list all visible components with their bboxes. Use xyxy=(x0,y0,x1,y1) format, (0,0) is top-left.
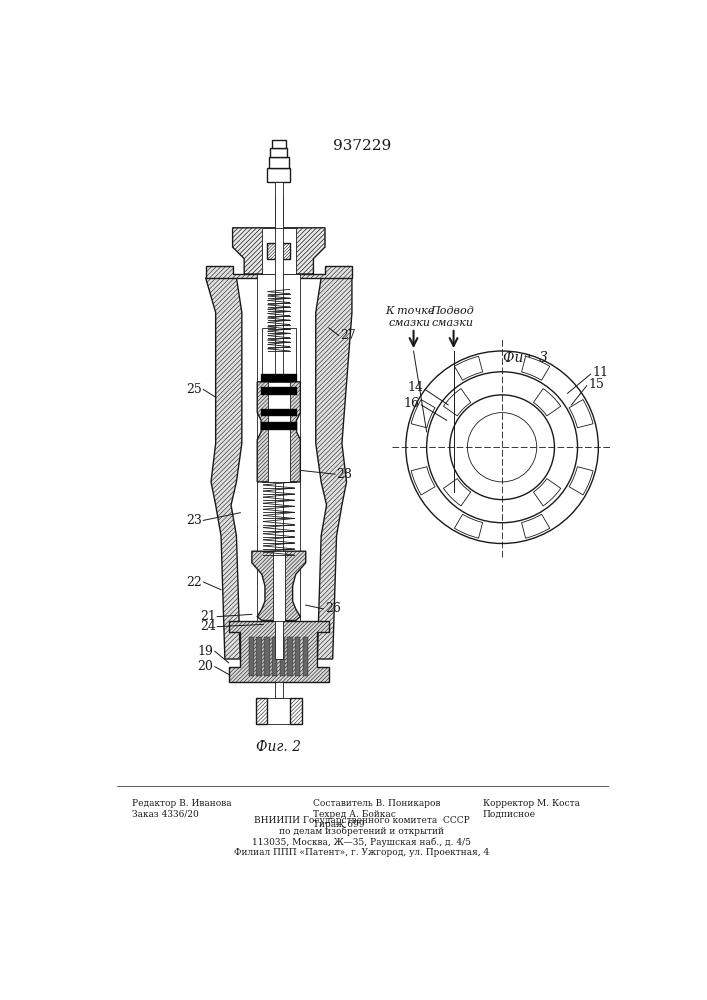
Wedge shape xyxy=(569,400,593,428)
Bar xyxy=(261,422,296,430)
Bar xyxy=(303,637,308,676)
Bar xyxy=(267,243,291,259)
Bar xyxy=(261,374,296,382)
Polygon shape xyxy=(233,228,325,274)
Text: 24: 24 xyxy=(200,620,216,633)
Bar xyxy=(262,228,296,274)
Circle shape xyxy=(406,351,598,544)
Text: Редактор В. Иванова
Заказ 4336/20: Редактор В. Иванова Заказ 4336/20 xyxy=(132,799,232,819)
Bar xyxy=(287,637,293,676)
Bar xyxy=(257,274,300,659)
Circle shape xyxy=(450,395,554,500)
Text: 937229: 937229 xyxy=(333,139,391,153)
Polygon shape xyxy=(229,620,329,682)
Polygon shape xyxy=(206,278,242,659)
Polygon shape xyxy=(267,243,291,259)
Wedge shape xyxy=(534,479,561,506)
Wedge shape xyxy=(522,514,550,538)
Text: 27: 27 xyxy=(340,329,356,342)
Text: 11: 11 xyxy=(592,366,608,379)
Wedge shape xyxy=(411,400,435,428)
Wedge shape xyxy=(569,467,593,495)
Bar xyxy=(270,148,287,157)
Text: 14: 14 xyxy=(407,381,423,394)
Bar xyxy=(267,168,291,182)
Wedge shape xyxy=(455,356,483,380)
Text: Фиг. 3: Фиг. 3 xyxy=(503,351,548,365)
Bar xyxy=(256,698,302,724)
Polygon shape xyxy=(252,551,305,620)
Polygon shape xyxy=(316,278,352,659)
Bar xyxy=(257,637,262,676)
Bar xyxy=(261,387,296,395)
Bar xyxy=(269,157,288,168)
Wedge shape xyxy=(534,389,561,416)
Bar xyxy=(249,637,254,676)
Bar xyxy=(275,197,283,659)
Polygon shape xyxy=(257,382,300,482)
Bar xyxy=(268,382,290,482)
Circle shape xyxy=(426,372,578,523)
Bar xyxy=(273,551,285,620)
Wedge shape xyxy=(522,356,550,380)
Bar xyxy=(279,637,285,676)
Bar xyxy=(275,182,283,228)
Bar xyxy=(261,409,296,416)
Circle shape xyxy=(467,413,537,482)
Text: Составитель В. Поникаров
Техред А. Бойкас
Тираж 699: Составитель В. Поникаров Техред А. Бойка… xyxy=(313,799,441,829)
Text: ВНИИПИ Государственного комитета  СССР
по делам изобретений и открытий
113035, М: ВНИИПИ Государственного комитета СССР по… xyxy=(234,816,489,857)
Text: 15: 15 xyxy=(588,378,604,391)
Bar xyxy=(272,140,286,148)
Text: К точке
смазки: К точке смазки xyxy=(385,306,434,328)
Text: 23: 23 xyxy=(186,514,201,527)
Text: 21: 21 xyxy=(200,610,216,623)
Text: 28: 28 xyxy=(337,468,352,481)
Polygon shape xyxy=(256,698,267,724)
Bar xyxy=(272,637,277,676)
Polygon shape xyxy=(206,266,352,278)
Bar xyxy=(262,328,296,482)
Wedge shape xyxy=(455,514,483,538)
Bar xyxy=(275,682,283,698)
Text: Подвод
смазки: Подвод смазки xyxy=(430,306,474,328)
Text: 16: 16 xyxy=(404,397,420,410)
Text: 19: 19 xyxy=(197,645,214,658)
Polygon shape xyxy=(291,698,302,724)
Bar xyxy=(264,637,269,676)
Text: Фиг. 2: Фиг. 2 xyxy=(257,740,301,754)
Wedge shape xyxy=(411,467,435,495)
Wedge shape xyxy=(443,389,471,416)
Text: 26: 26 xyxy=(325,602,341,615)
Text: Корректор М. Коста
Подписное: Корректор М. Коста Подписное xyxy=(483,799,580,819)
Text: 25: 25 xyxy=(186,383,201,396)
Bar xyxy=(295,637,300,676)
Text: 22: 22 xyxy=(186,576,201,588)
Wedge shape xyxy=(443,479,471,506)
Text: 20: 20 xyxy=(197,660,214,673)
